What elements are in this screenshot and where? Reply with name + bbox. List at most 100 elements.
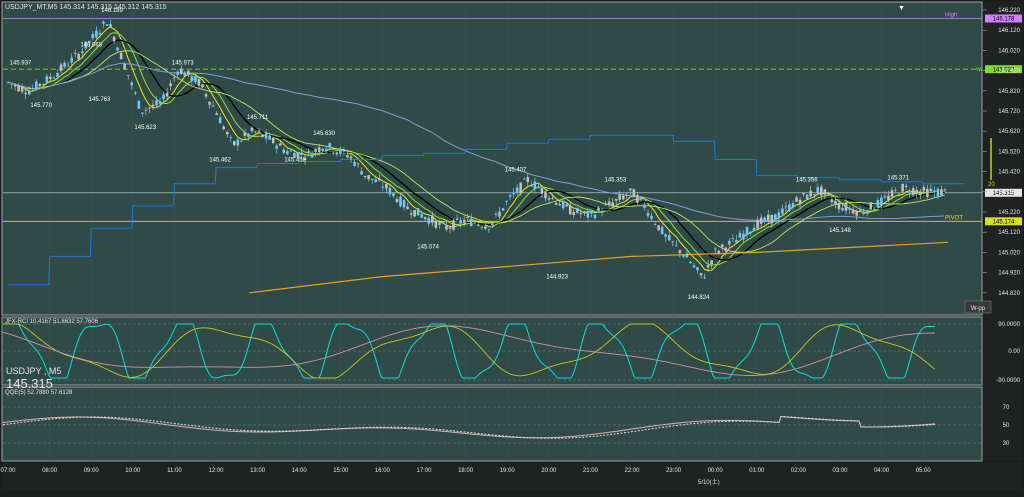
- time-tick-label: 20:00: [541, 468, 557, 474]
- candle-body: [551, 197, 554, 199]
- candle-body: [469, 218, 473, 227]
- candle-body: [300, 152, 303, 155]
- candle-body: [618, 194, 622, 200]
- price-tick-label: 145.020: [998, 250, 1020, 256]
- price-tick-label: 145.320: [998, 190, 1020, 196]
- candle-body: [250, 127, 254, 132]
- candle-body: [745, 227, 749, 235]
- w-pp-label: W-pp: [971, 306, 986, 312]
- ma-slow-line: [7, 62, 945, 221]
- rci-tick-label: 90.0000: [998, 322, 1020, 328]
- candle-body: [781, 208, 784, 214]
- qqe-panel[interactable]: [1, 386, 983, 462]
- candle-body: [526, 177, 530, 183]
- candle-body: [303, 158, 307, 160]
- candle-body: [24, 92, 27, 95]
- candle-body: [158, 101, 162, 104]
- candle-body: [865, 210, 869, 214]
- candle-body: [593, 214, 597, 219]
- price-annotation: 145.937: [10, 61, 32, 67]
- candle-body: [102, 21, 105, 24]
- candle-body: [940, 189, 943, 196]
- candle-body: [639, 197, 643, 200]
- candle-body: [441, 222, 445, 224]
- pivot-price-tag: 145.174: [993, 219, 1015, 225]
- step-line: [8, 134, 964, 286]
- qqe-signal-line: [2, 415, 936, 439]
- price-tick-label: 144.820: [998, 291, 1020, 297]
- time-tick-label: 07:00: [0, 468, 16, 474]
- candle-body: [692, 265, 696, 268]
- time-tick-label: 09:00: [84, 468, 100, 474]
- time-tick-label: 21:00: [583, 468, 599, 474]
- candle-body: [738, 232, 742, 238]
- candle-body: [809, 190, 812, 197]
- candle-body: [929, 188, 933, 192]
- candle-body: [675, 244, 678, 246]
- time-tick-label: 08:00: [42, 468, 58, 474]
- price-axis: [983, 2, 1023, 461]
- candle-body: [918, 191, 922, 196]
- candle-body: [728, 240, 731, 245]
- candle-body: [834, 201, 837, 206]
- high-label: High: [945, 12, 957, 18]
- qqe-tick-label: 50: [1003, 423, 1010, 429]
- candle-body: [271, 137, 275, 144]
- candle-body: [837, 202, 841, 210]
- candle-body: [233, 141, 236, 146]
- candle-body: [791, 203, 795, 208]
- time-tick-label: 04:00: [874, 468, 890, 474]
- price-tick-label: 145.720: [998, 109, 1020, 115]
- candle-body: [915, 189, 919, 194]
- candle-body: [476, 224, 480, 226]
- price-tick-label: 145.820: [998, 89, 1020, 95]
- time-tick-label: 13:00: [250, 468, 266, 474]
- candle-body: [731, 238, 735, 239]
- candle-body: [49, 76, 52, 79]
- candle-body: [706, 264, 710, 268]
- candle-body: [165, 92, 169, 97]
- candle-body: [763, 217, 767, 221]
- candle-body: [314, 149, 317, 152]
- candle-body: [936, 188, 940, 197]
- candle-body: [876, 200, 880, 207]
- candle-body: [434, 220, 438, 228]
- price-tick-label: 145.520: [998, 149, 1020, 155]
- candle-body: [600, 211, 604, 213]
- price-annotation: 144.923: [546, 275, 568, 281]
- candle-body: [572, 212, 576, 216]
- candle-body: [367, 175, 370, 180]
- candle-body: [321, 148, 325, 152]
- candle-body: [20, 86, 24, 92]
- time-tick-label: 10:00: [125, 468, 141, 474]
- candle-body: [816, 187, 820, 193]
- candle-body: [356, 163, 360, 165]
- time-tick-label: 18:00: [458, 468, 474, 474]
- candle-body: [544, 191, 547, 199]
- candle-body: [307, 151, 310, 153]
- candle-body: [561, 201, 565, 209]
- candle-body: [798, 199, 802, 205]
- time-tick-label: 15:00: [333, 468, 349, 474]
- candle-body: [17, 85, 20, 92]
- candle-body: [462, 220, 466, 223]
- main-chart-panel[interactable]: [1, 1, 983, 316]
- candle-body: [70, 57, 73, 63]
- candle-body: [880, 197, 883, 206]
- candle-body: [653, 223, 657, 225]
- candle-body: [455, 218, 459, 221]
- w1-high-price-tag: 145.927: [993, 67, 1015, 73]
- candle-body: [261, 134, 264, 137]
- time-tick-label: 11:00: [167, 468, 182, 474]
- time-tick-label: 00:00: [708, 468, 724, 474]
- candle-body: [31, 87, 35, 90]
- candle-body: [349, 156, 353, 159]
- candle-body: [45, 76, 49, 83]
- candle-body: [342, 149, 346, 152]
- candle-body: [819, 186, 823, 196]
- candle-body: [901, 183, 904, 192]
- candle-body: [749, 231, 752, 234]
- price-tick-label: 145.920: [998, 69, 1020, 75]
- candle-body: [6, 82, 10, 83]
